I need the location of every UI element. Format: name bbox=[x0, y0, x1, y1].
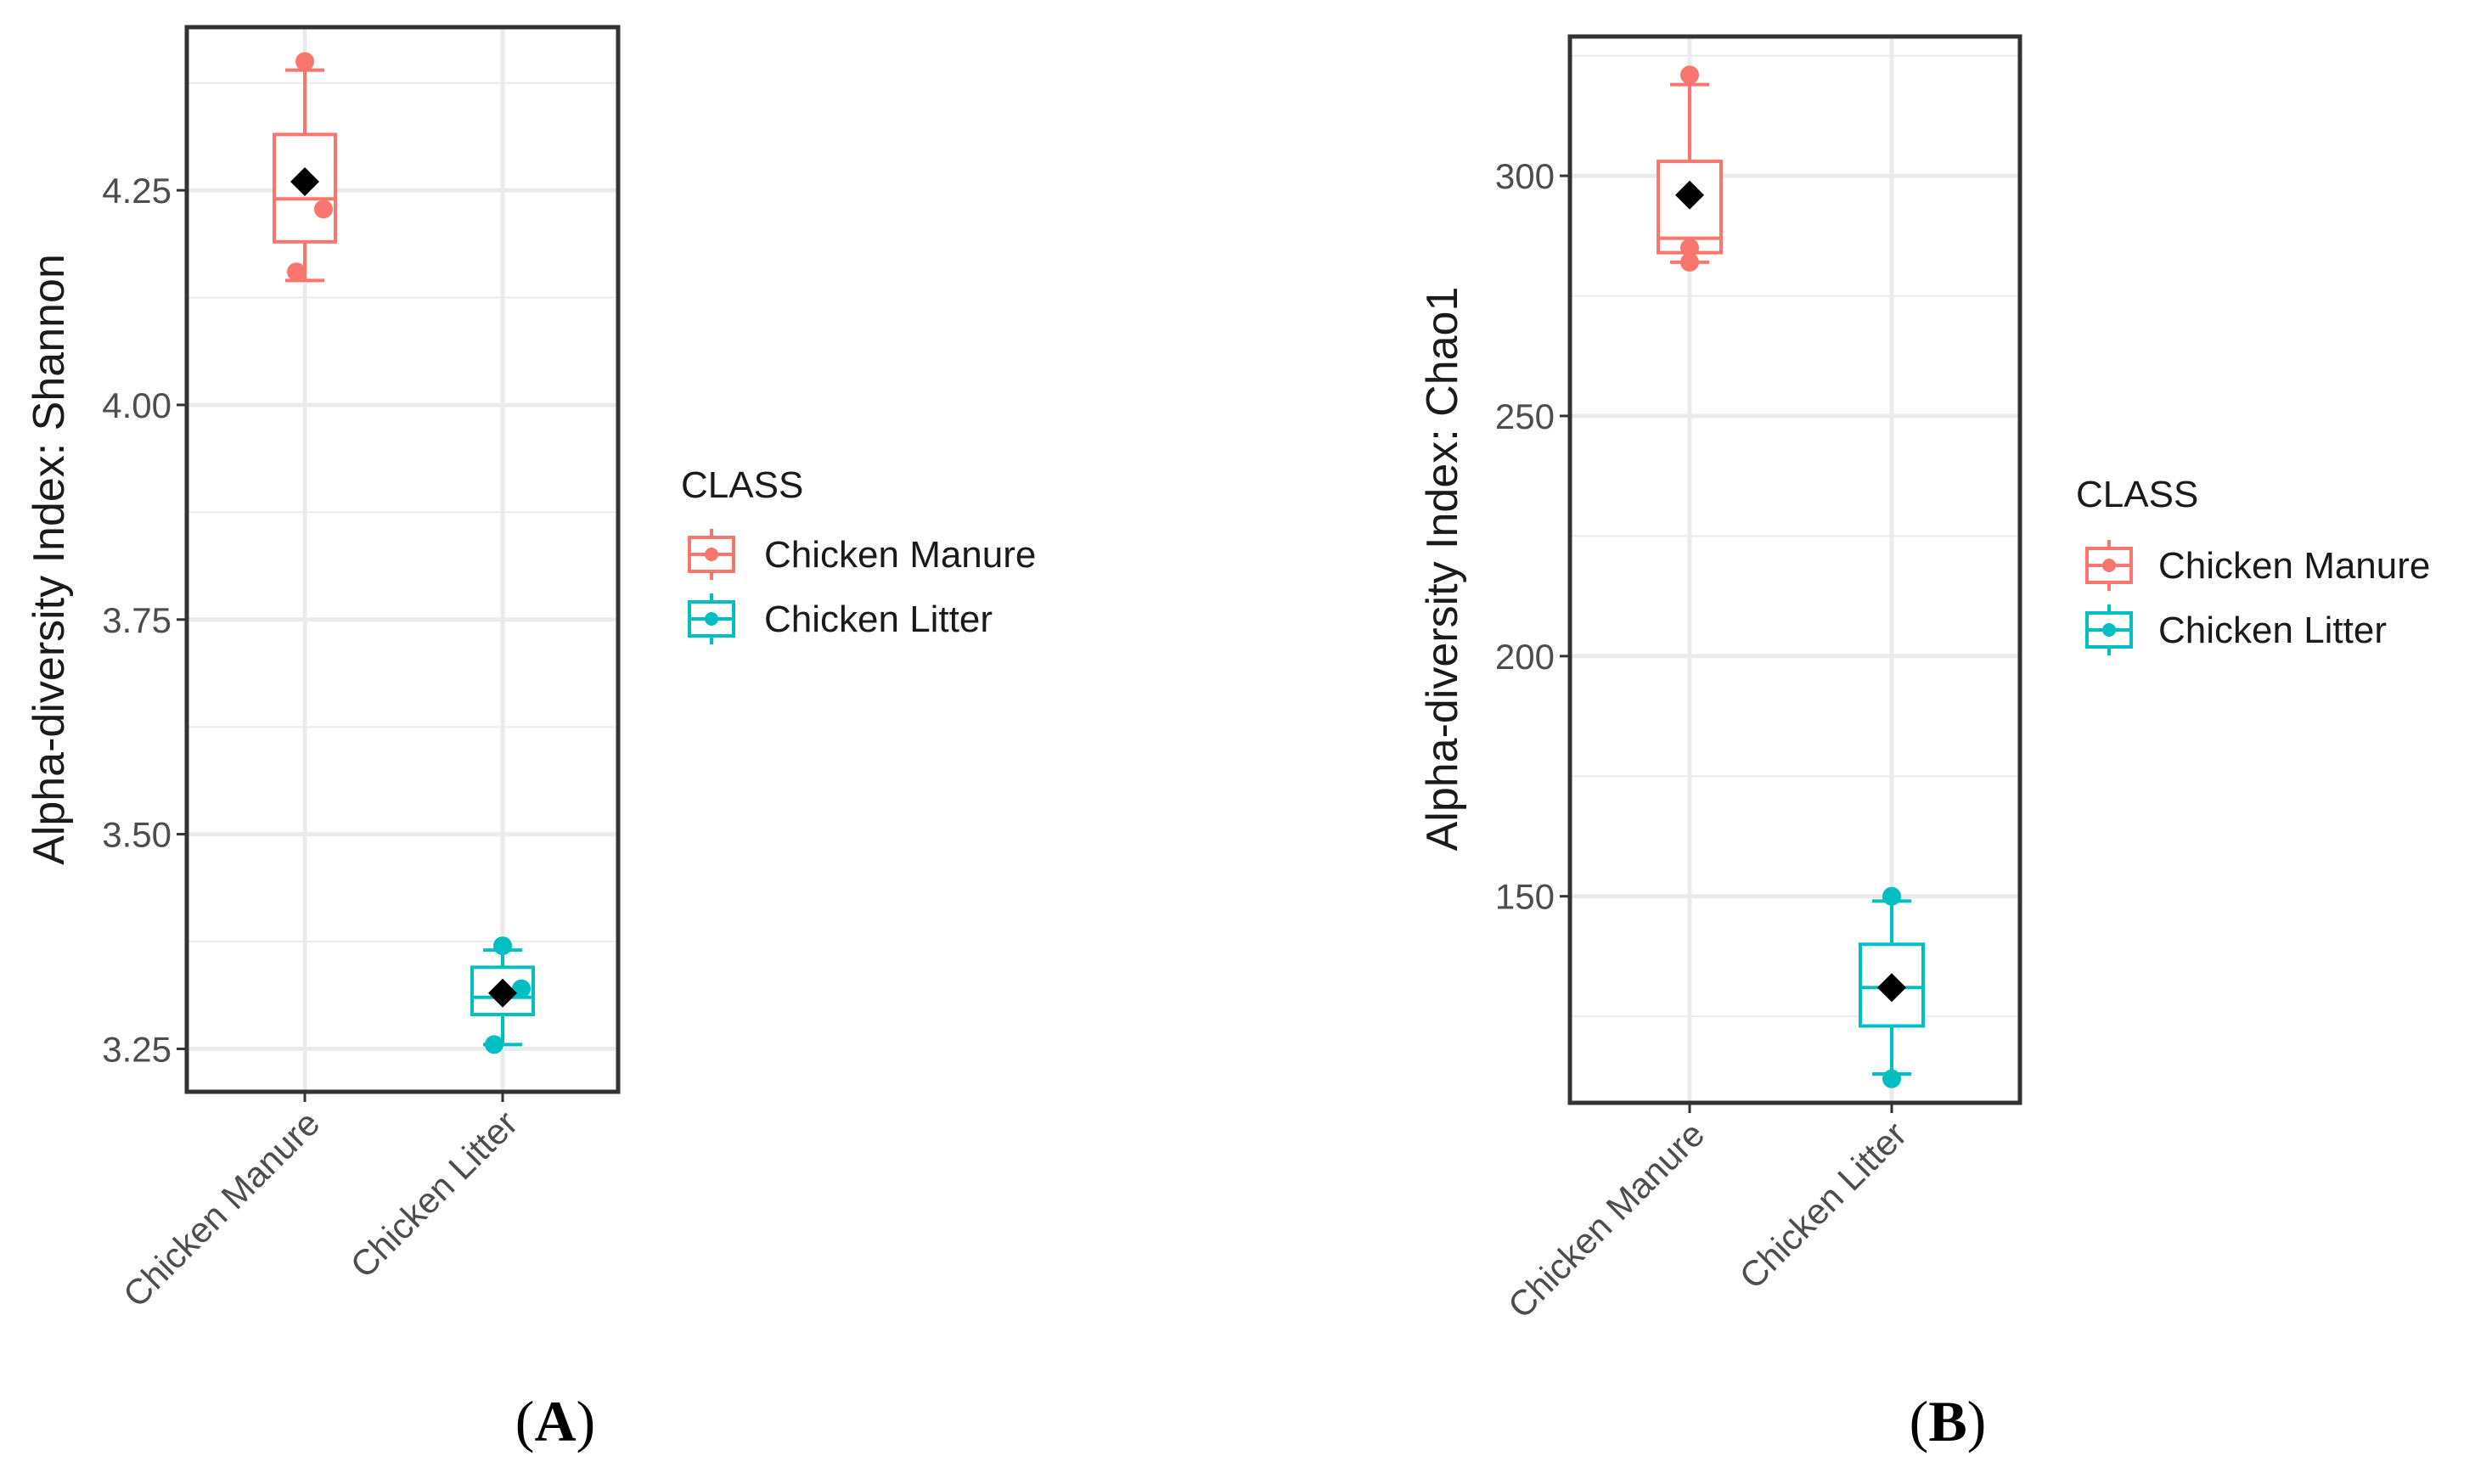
legend-key-point bbox=[2102, 559, 2116, 572]
legend-a: CLASS Chicken Manure Chicken Litter bbox=[681, 464, 1036, 644]
legend-label-chicken-litter-a: Chicken Litter bbox=[764, 599, 993, 640]
marks-b bbox=[1657, 65, 1925, 1088]
panel-caption-a: (A) bbox=[515, 1389, 595, 1453]
y-tick-label: 200 bbox=[1495, 637, 1555, 677]
legend-key-chicken-litter-a bbox=[688, 593, 735, 644]
plot-area-a bbox=[187, 27, 618, 1092]
data-point bbox=[1680, 252, 1699, 272]
legend-b: CLASS Chicken Manure Chicken Litter bbox=[2076, 474, 2430, 655]
plot-border-a bbox=[184, 25, 621, 1094]
y-ticks-b: 150 200 250 300 bbox=[1495, 156, 1570, 917]
box-chicken-manure bbox=[273, 52, 337, 283]
plot-border-b bbox=[1567, 34, 2022, 1105]
data-point bbox=[1680, 238, 1699, 257]
data-point bbox=[1882, 1069, 1901, 1088]
x-ticks-a: Chicken Manure Chicken Litter bbox=[115, 1092, 525, 1315]
y-tick-label: 3.50 bbox=[102, 815, 172, 855]
mean-marker bbox=[488, 978, 517, 1008]
legend-title-a: CLASS bbox=[681, 464, 803, 506]
panel-caption-b: (B) bbox=[1910, 1389, 1987, 1453]
x-tick-label-chicken-manure: Chicken Manure bbox=[1500, 1114, 1712, 1325]
gridlines-b bbox=[1570, 37, 2020, 1103]
legend-title-b: CLASS bbox=[2076, 474, 2198, 515]
data-point bbox=[287, 262, 306, 282]
y-tick-label: 4.25 bbox=[102, 171, 172, 211]
x-tick-label-chicken-litter: Chicken Litter bbox=[343, 1103, 526, 1285]
legend-key-chicken-manure-b bbox=[2085, 540, 2133, 591]
x-tick-label-chicken-manure: Chicken Manure bbox=[115, 1103, 327, 1314]
panel-a: 3.253.503.754.004.25 Chicken Manure Chick… bbox=[25, 25, 1036, 1453]
legend-label-chicken-manure-a: Chicken Manure bbox=[764, 534, 1036, 576]
legend-key-point bbox=[2102, 623, 2116, 637]
box-chicken-manure bbox=[1657, 65, 1723, 272]
y-ticks-a: 3.25 3.50 3.75 4.00 4.25 bbox=[102, 171, 187, 1069]
y-tick-label: 3.25 bbox=[102, 1029, 172, 1069]
panel-label-a: A bbox=[534, 1389, 576, 1453]
y-tick-label: 300 bbox=[1495, 156, 1555, 196]
legend-label-chicken-litter-b: Chicken Litter bbox=[2158, 610, 2387, 651]
y-axis-title-b: Alpha-diversity Index: Chao1 bbox=[1418, 287, 1467, 852]
panel-label-b: B bbox=[1928, 1389, 1966, 1453]
data-point bbox=[1680, 65, 1699, 85]
x-tick-label-chicken-litter: Chicken Litter bbox=[1732, 1114, 1915, 1296]
y-axis-title-a: Alpha-diversity Index: Shannon bbox=[25, 254, 74, 865]
plot-area-b bbox=[1570, 37, 2020, 1103]
legend-key-chicken-manure-a bbox=[688, 529, 735, 580]
box-chicken-litter bbox=[1859, 886, 1925, 1088]
mean-marker bbox=[290, 167, 319, 197]
x-ticks-b: Chicken Manure Chicken Litter bbox=[1500, 1103, 1914, 1326]
data-point bbox=[485, 1035, 503, 1054]
y-tick-label: 4.00 bbox=[102, 385, 172, 425]
y-tick-label: 150 bbox=[1495, 877, 1555, 917]
y-tick-label: 250 bbox=[1495, 396, 1555, 436]
legend-key-point bbox=[705, 548, 718, 561]
legend-key-chicken-litter-b bbox=[2085, 604, 2133, 655]
box-chicken-litter bbox=[470, 936, 535, 1054]
data-point bbox=[1882, 886, 1901, 906]
legend-label-chicken-manure-b: Chicken Manure bbox=[2158, 545, 2430, 587]
y-tick-label: 3.75 bbox=[102, 600, 172, 640]
data-point bbox=[295, 52, 314, 71]
legend-key-point bbox=[705, 612, 718, 626]
marks-a bbox=[273, 52, 535, 1054]
mean-marker bbox=[1877, 973, 1906, 1003]
mean-marker bbox=[1675, 180, 1704, 210]
data-point bbox=[493, 936, 512, 956]
data-point bbox=[314, 200, 333, 219]
